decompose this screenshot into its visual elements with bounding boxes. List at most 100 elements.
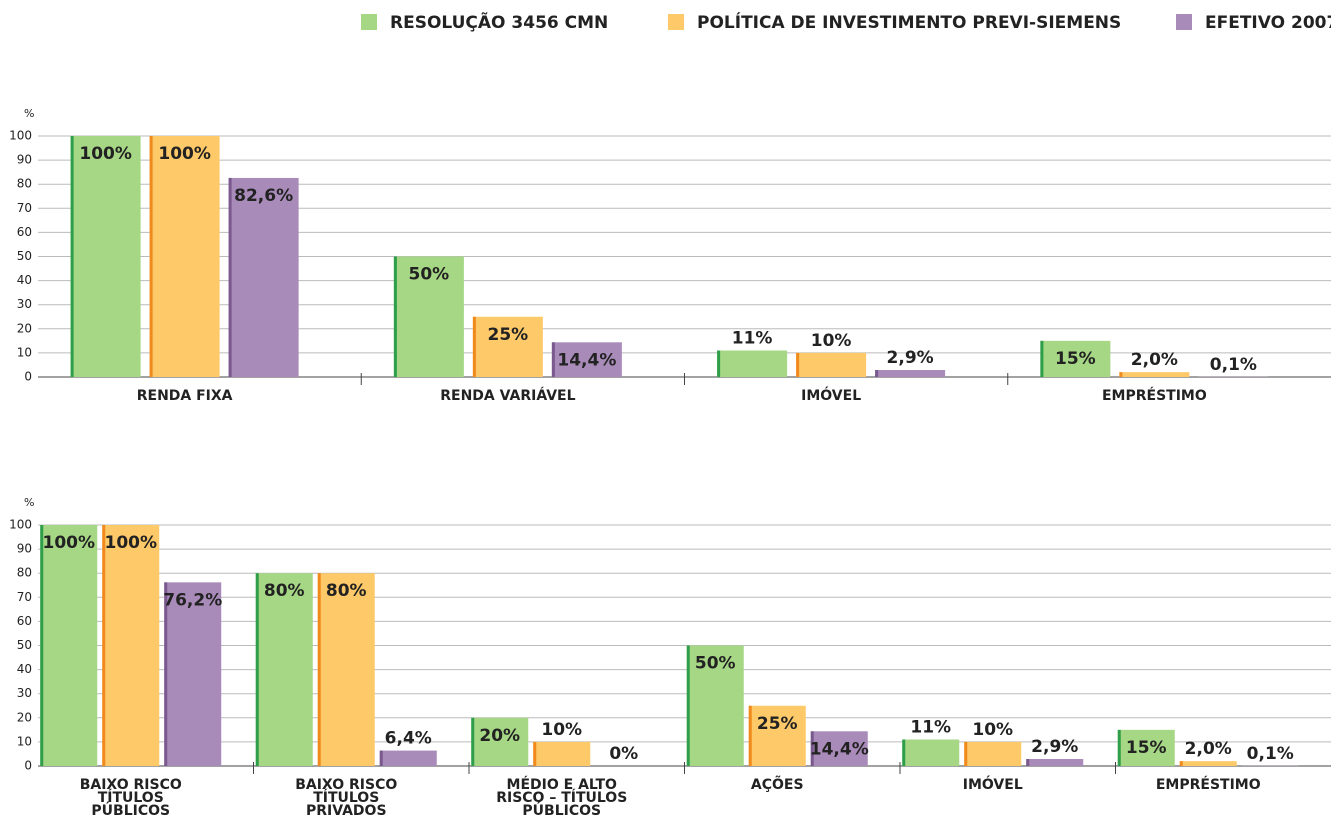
bar-edge <box>472 316 476 377</box>
bar <box>379 750 437 766</box>
bar <box>1026 759 1084 766</box>
bar <box>551 342 622 377</box>
data-label: 100% <box>158 144 211 164</box>
data-label: 25% <box>757 714 798 734</box>
bar <box>686 645 744 766</box>
bar-edge <box>40 525 44 766</box>
data-label: 2,0% <box>1131 350 1178 370</box>
x-tick-label: RENDA VARIÁVEL <box>440 388 576 404</box>
bar <box>533 741 591 766</box>
bar <box>70 136 141 377</box>
data-label: 10% <box>811 331 852 351</box>
y-tick-label: 70 <box>17 590 32 604</box>
data-label: 11% <box>732 328 773 348</box>
y-tick-label: 80 <box>17 566 32 580</box>
bar <box>472 316 543 377</box>
y-tick-label: 50 <box>17 249 32 263</box>
y-tick-label: 70 <box>17 201 32 215</box>
bar <box>1117 729 1175 766</box>
bar-edge <box>1040 340 1044 377</box>
bar <box>317 573 375 766</box>
bar-edge <box>255 573 259 766</box>
bar-edge <box>317 573 321 766</box>
x-tick-label: RENDA FIXA <box>136 388 233 404</box>
y-tick-label: 100 <box>9 518 32 532</box>
bar-edge <box>70 136 74 377</box>
bar <box>164 582 222 766</box>
data-label: 2,0% <box>1185 739 1232 759</box>
bar <box>228 177 299 377</box>
bar-edge <box>875 370 879 377</box>
data-label: 100% <box>79 144 132 164</box>
bar-edge <box>748 705 752 766</box>
bar-edge <box>533 741 537 766</box>
bar-edge <box>810 731 814 766</box>
y-tick-label: 40 <box>17 662 32 676</box>
y-tick-label: 20 <box>17 321 32 335</box>
y-tick-label: 0 <box>24 759 32 773</box>
data-label: 82,6% <box>234 186 293 206</box>
x-tick-label: EMPRÉSTIMO <box>1101 388 1207 404</box>
data-label: 25% <box>488 325 529 345</box>
x-tick-label: BAIXO RISCO TÍTULOS PÚBLICOS <box>79 777 182 819</box>
y-unit: % <box>24 496 34 509</box>
bar <box>471 717 529 766</box>
y-tick-label: 10 <box>17 345 32 359</box>
y-tick-label: 10 <box>17 734 32 748</box>
data-label: 100% <box>42 533 95 553</box>
legend-swatch <box>1176 14 1192 30</box>
data-label: 76,2% <box>163 590 222 610</box>
bar-edge <box>1179 761 1183 766</box>
bar-edge <box>551 342 555 377</box>
data-label: 80% <box>264 581 305 601</box>
bar <box>40 525 98 766</box>
legend-label: EFETIVO 2007 <box>1205 13 1331 33</box>
bar-edge <box>393 256 397 377</box>
bar-edge <box>149 136 153 377</box>
data-label: 2,9% <box>887 348 934 368</box>
y-tick-label: 60 <box>17 225 32 239</box>
bar <box>1040 340 1111 377</box>
data-label: 100% <box>104 533 157 553</box>
data-label: 20% <box>479 726 520 746</box>
bar-edge <box>471 717 475 766</box>
y-tick-label: 0 <box>24 370 32 384</box>
bar-edge <box>1117 729 1121 766</box>
y-tick-label: 60 <box>17 614 32 628</box>
data-label: 50% <box>695 654 736 674</box>
bar <box>748 705 806 766</box>
x-tick-label: AÇÕES <box>750 777 804 793</box>
bar <box>1119 372 1190 377</box>
data-label: 50% <box>409 265 450 285</box>
y-unit: % <box>24 107 34 120</box>
data-label: 6,4% <box>385 729 432 749</box>
bar <box>102 525 160 766</box>
bar-edge <box>686 645 690 766</box>
data-label: 10% <box>972 720 1013 740</box>
data-label: 14,4% <box>810 739 869 759</box>
y-tick-label: 90 <box>17 153 32 167</box>
data-label: 0% <box>609 744 638 764</box>
bar-edge <box>964 741 968 766</box>
bar-edge <box>164 582 168 766</box>
data-label: 10% <box>541 720 582 740</box>
x-tick-label: IMÓVEL <box>801 388 862 404</box>
bar-edge <box>379 750 383 766</box>
data-label: 14,4% <box>557 350 616 370</box>
data-label: 15% <box>1055 349 1096 369</box>
x-tick-label: EMPRÉSTIMO <box>1155 777 1261 793</box>
data-label: 2,9% <box>1031 737 1078 757</box>
x-tick-label: MÉDIO E ALTO RISCO – TÍTULOS PÚBLICOS <box>496 777 628 819</box>
y-tick-label: 30 <box>17 686 32 700</box>
bar <box>1179 761 1237 766</box>
data-label: 80% <box>326 581 367 601</box>
y-tick-label: 100 <box>9 129 32 143</box>
bar-edge <box>228 177 232 377</box>
bar-edge <box>796 352 800 377</box>
bar-edge <box>1026 759 1030 766</box>
x-tick-label: IMÓVEL <box>962 777 1023 793</box>
bar-edge <box>1119 372 1123 377</box>
bar-edge <box>717 350 721 377</box>
